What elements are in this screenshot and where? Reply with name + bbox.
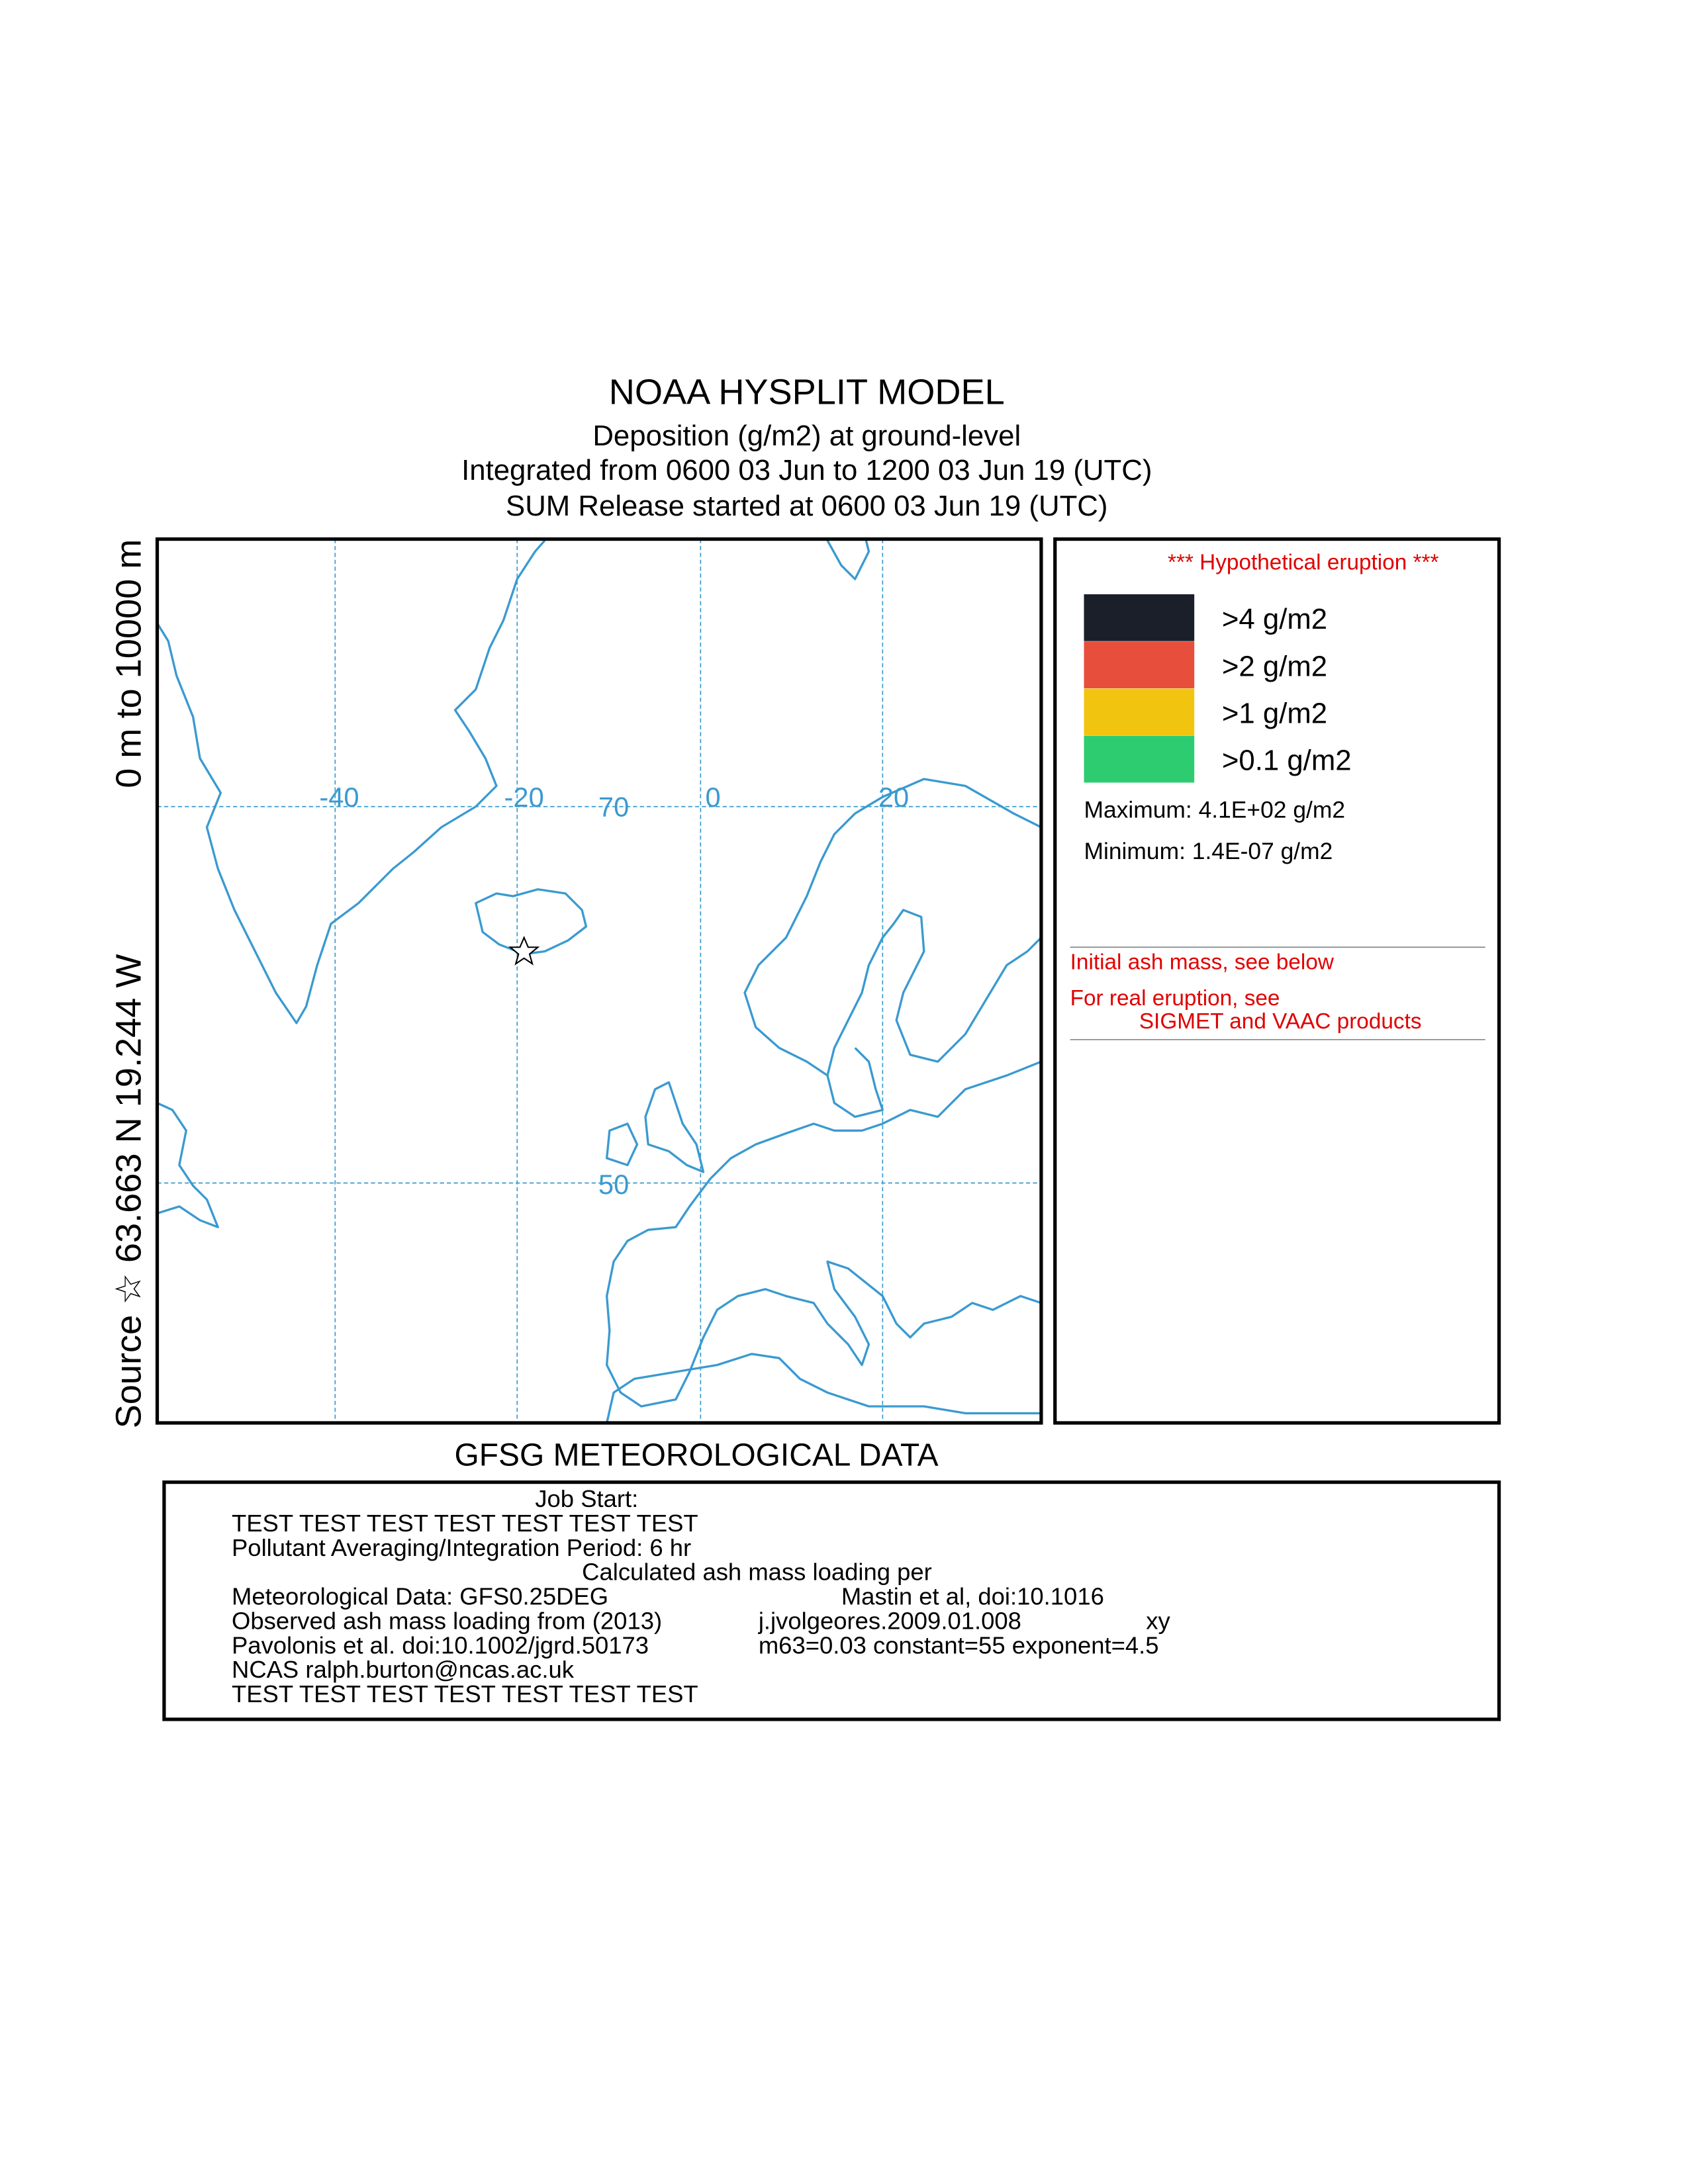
title: NOAA HYSPLIT MODEL [609, 372, 1005, 412]
footer: Job Start:TEST TEST TEST TEST TEST TEST … [232, 1485, 1170, 1707]
footer-text: Calculated ash mass loading per [582, 1559, 932, 1586]
minimum: Minimum: 1.4E-07 g/m2 [1084, 838, 1333, 864]
longitude-label: -20 [504, 782, 544, 813]
maximum: Maximum: 4.1E+02 g/m2 [1084, 796, 1346, 823]
map-frame [155, 537, 1043, 1425]
coastline [606, 1060, 1041, 1408]
footer-text: j.jvolgeores.2009.01.008 [758, 1607, 1021, 1634]
latitude-label: 70 [598, 791, 629, 822]
footer-frame [162, 1480, 1501, 1721]
legend-frame [1053, 537, 1501, 1425]
subtitle: Integrated from 0600 03 Jun to 1200 03 J… [461, 454, 1152, 486]
coastline [644, 1081, 705, 1173]
coastline [606, 1122, 639, 1167]
subtitle: SUM Release started at 0600 03 Jun 19 (U… [506, 490, 1107, 522]
coastline [743, 778, 1041, 1077]
footer-text: Observed ash mass loading from (2013) [232, 1607, 662, 1634]
footer-text: NCAS ralph.burton@ncas.ac.uk [232, 1656, 575, 1683]
source-label: Source ☆ 63.663 N 19.244 W [109, 954, 149, 1428]
met-data: GFSG METEOROLOGICAL DATA [455, 1438, 939, 1473]
longitude-label: 0 [705, 782, 720, 813]
coastline [606, 1353, 1041, 1423]
footer-text: Mastin et al, doi:10.1016 [841, 1583, 1104, 1610]
footer-text: Pavolonis et al. doi:10.1002/jgrd.50173 [232, 1631, 649, 1659]
height-label: 0 m to 10000 m [109, 539, 149, 788]
legend-swatch [1084, 735, 1195, 783]
legend-note: SIGMET and VAAC products [1139, 1009, 1422, 1034]
coastline [475, 888, 588, 956]
latitude-label: 50 [598, 1169, 629, 1200]
footer-text: m63=0.03 constant=55 exponent=4.5 [759, 1631, 1159, 1659]
coastline [826, 1047, 884, 1118]
legend-label: >1 g/m2 [1222, 698, 1327, 730]
coastline [157, 539, 546, 1024]
subtitle: Deposition (g/m2) at ground-level [592, 420, 1021, 452]
footer-text: Pollutant Averaging/Integration Period: … [232, 1534, 691, 1561]
longitude-label: 20 [878, 782, 909, 813]
footer-text: TEST TEST TEST TEST TEST TEST TEST [232, 1510, 698, 1537]
legend-note: *** Hypothetical eruption *** [1168, 550, 1438, 574]
footer-text: Meteorological Data: GFS0.25DEG [232, 1583, 608, 1610]
coastline [826, 539, 870, 580]
legend-label: >2 g/m2 [1222, 650, 1327, 682]
legend-label: >0.1 g/m2 [1222, 745, 1352, 777]
legend-swatch [1084, 641, 1195, 688]
legend-swatch [1084, 688, 1195, 736]
map: -40 -20 0 20 70 50 [157, 539, 1041, 1423]
coastline [157, 1102, 219, 1228]
source-star [508, 936, 540, 966]
longitude-label: -40 [319, 782, 359, 813]
legend-note: Initial ash mass, see below [1070, 950, 1335, 975]
footer-text: TEST TEST TEST TEST TEST TEST TEST [232, 1680, 698, 1707]
footer-text: Job Start: [535, 1485, 638, 1512]
legend-swatch [1084, 594, 1195, 641]
legend-label: >4 g/m2 [1222, 603, 1327, 635]
legend-items: >4 g/m2 >2 g/m2 >1 g/m2 >0.1 g/m2 [1084, 594, 1352, 783]
legend-note: For real eruption, see [1070, 986, 1280, 1011]
footer-text: xy [1146, 1607, 1170, 1634]
